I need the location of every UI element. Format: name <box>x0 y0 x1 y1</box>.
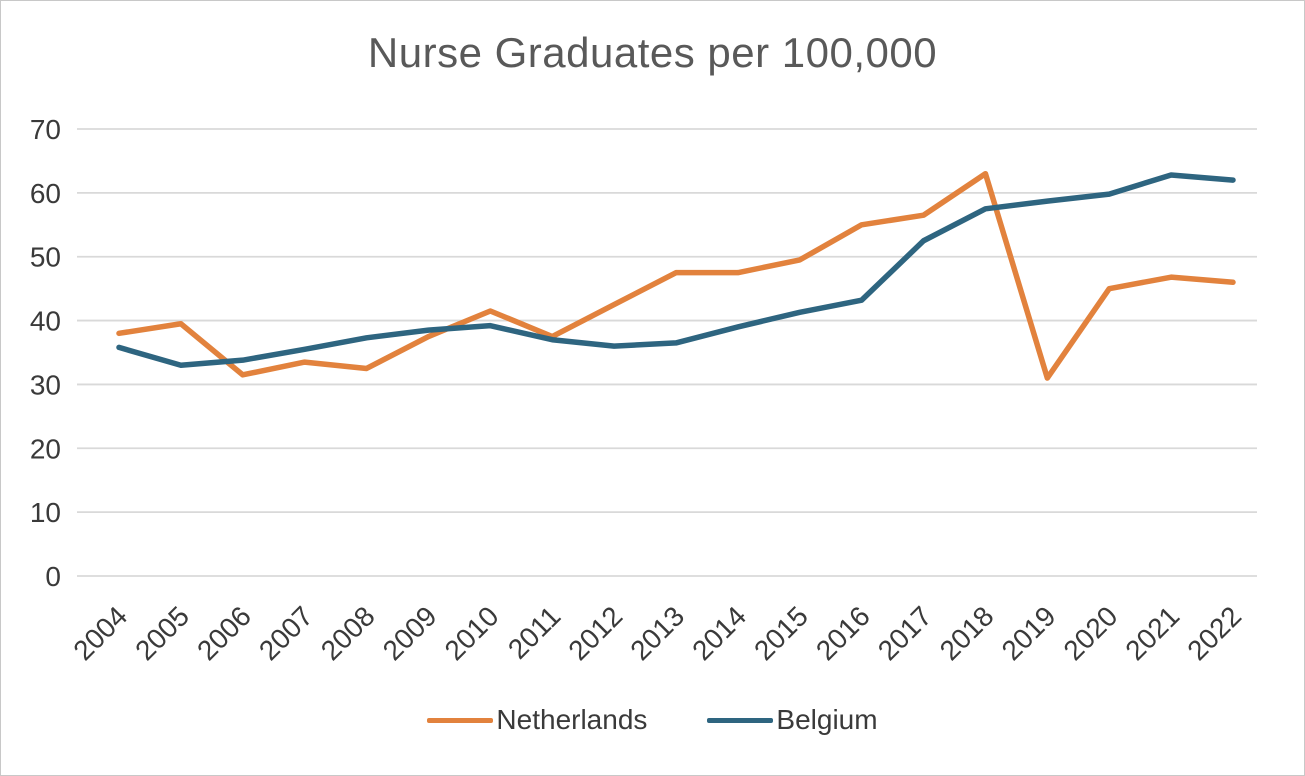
x-axis-tick-label: 2014 <box>686 600 752 666</box>
x-axis-tick-label: 2016 <box>810 600 876 666</box>
x-axis-tick-label: 2020 <box>1057 600 1123 666</box>
x-axis-tick-label: 2015 <box>748 600 814 666</box>
netherlands-line-swatch <box>427 717 494 723</box>
x-axis-tick-label: 2011 <box>502 600 567 665</box>
x-axis-tick-label: 2022 <box>1181 600 1247 666</box>
y-axis-tick-label: 70 <box>30 114 61 145</box>
legend-item-netherlands: Netherlands <box>427 704 647 736</box>
x-axis-tick-label: 2008 <box>315 600 381 666</box>
x-axis-tick-label: 2013 <box>624 600 690 666</box>
y-axis-tick-label: 10 <box>30 497 61 528</box>
belgium-line-swatch <box>707 717 774 723</box>
y-axis-tick-label: 30 <box>30 369 61 400</box>
legend-label-belgium: Belgium <box>776 704 878 735</box>
legend-label-netherlands: Netherlands <box>496 704 648 735</box>
legend-item-belgium: Belgium <box>707 704 878 736</box>
x-axis-tick-label: 2004 <box>67 600 133 666</box>
x-axis-tick-label: 2018 <box>934 600 1000 666</box>
x-axis-tick-label: 2012 <box>562 600 628 666</box>
y-axis-tick-label: 60 <box>30 178 61 209</box>
y-axis-tick-label: 0 <box>45 561 61 592</box>
x-axis-tick-label: 2005 <box>129 600 195 666</box>
chart-title: Nurse Graduates per 100,000 <box>367 29 938 76</box>
series-line-belgium <box>116 172 1236 369</box>
series-line-netherlands <box>116 170 1236 381</box>
y-axis-tick-label: 50 <box>30 242 61 273</box>
x-axis-tick-label: 2017 <box>872 600 938 666</box>
y-axis-tick-label: 20 <box>30 433 61 464</box>
x-axis-tick-label: 2009 <box>377 600 443 666</box>
legend: Netherlands Belgium <box>1 704 1304 736</box>
y-axis-tick-label: 40 <box>30 306 61 337</box>
x-axis-tick-label: 2019 <box>996 600 1062 666</box>
x-axis-tick-label: 2021 <box>1119 600 1185 666</box>
x-axis-tick-label: 2007 <box>253 600 319 666</box>
x-axis-tick-label: 2010 <box>439 600 505 666</box>
x-axis-tick-label: 2006 <box>191 600 257 666</box>
